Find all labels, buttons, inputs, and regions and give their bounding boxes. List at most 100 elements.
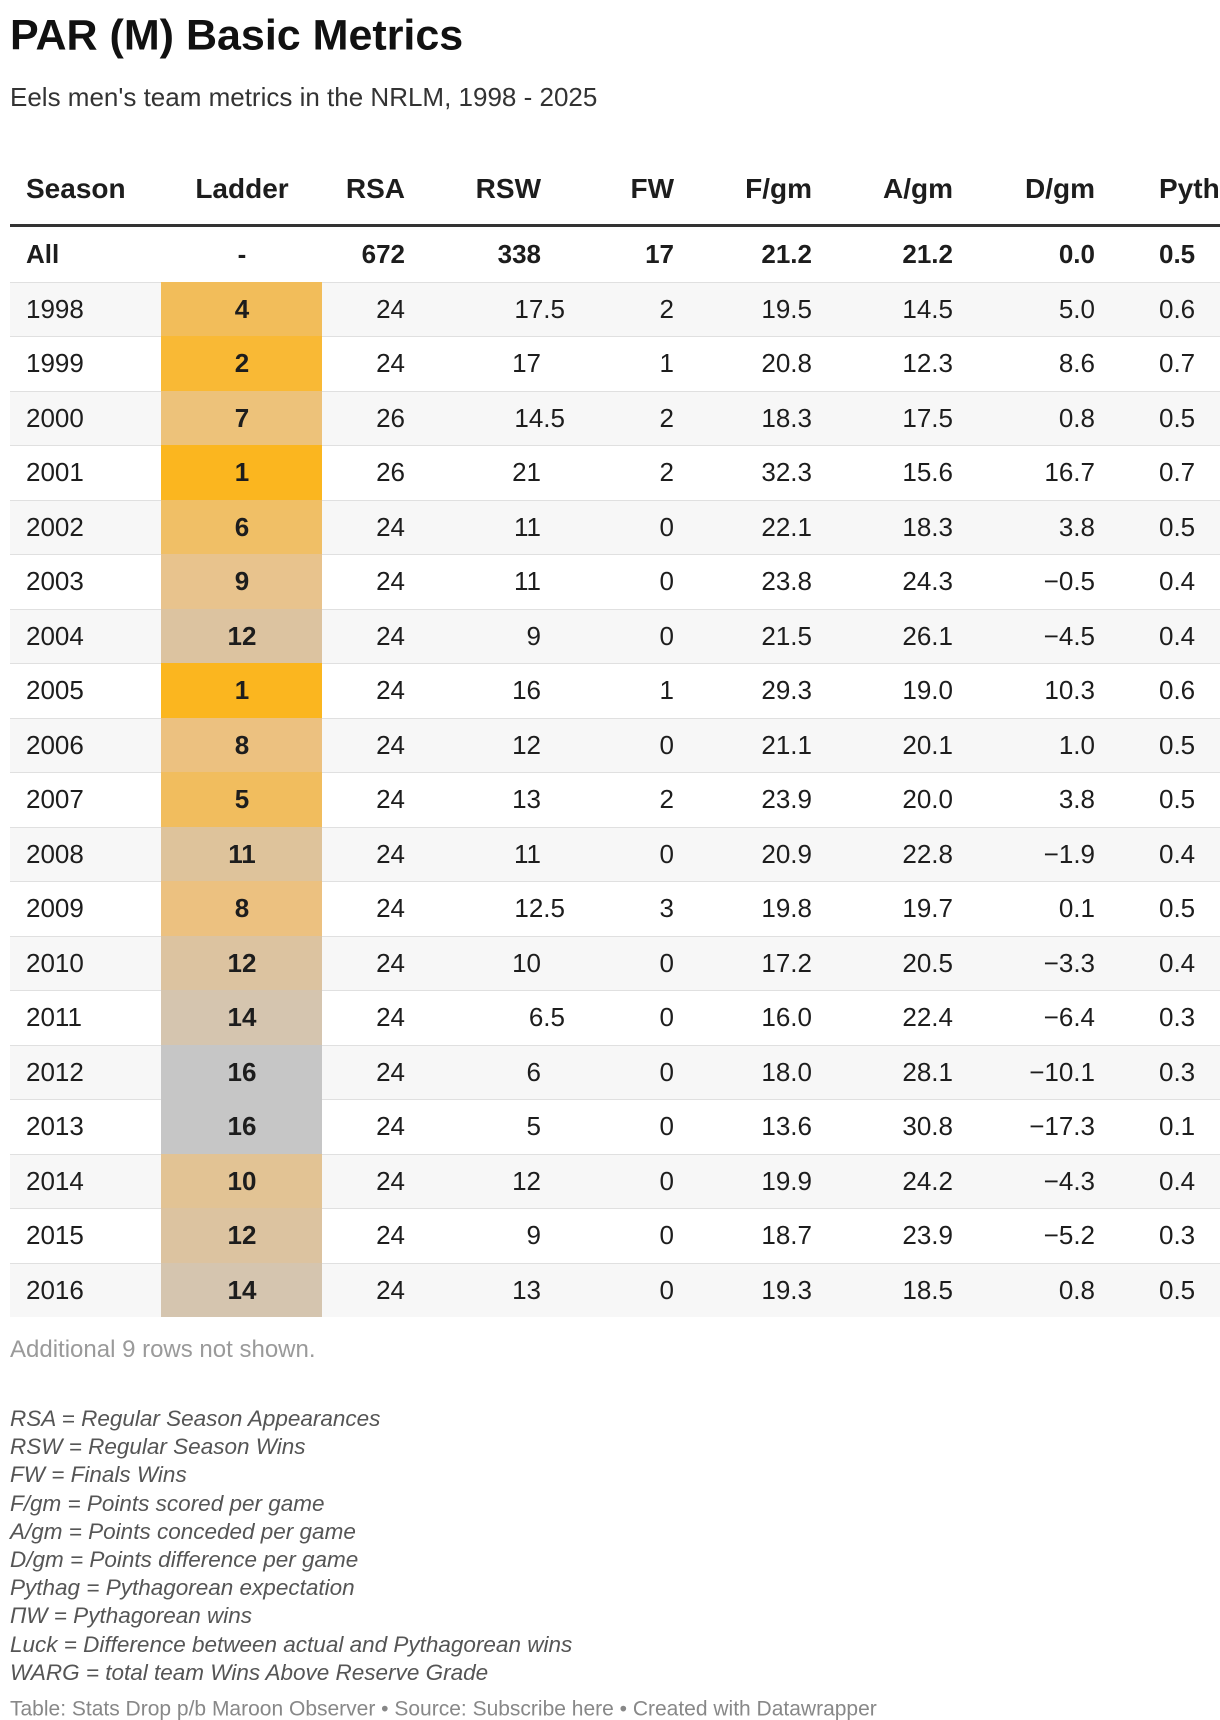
cell: 0.8 <box>1058 402 1095 433</box>
cell: −1.9 <box>1043 838 1095 869</box>
row-border <box>10 772 1220 773</box>
cell: 16 <box>227 1111 257 1142</box>
cell: 11 <box>514 566 541 597</box>
cell: 23.9 <box>902 1220 953 1251</box>
row-label: 2016 <box>26 1274 84 1305</box>
cell: 24 <box>376 784 405 815</box>
cell: 19.9 <box>761 1165 812 1196</box>
cell: 17.5 <box>514 293 565 324</box>
cell: 0.5 <box>1159 239 1196 270</box>
cell: 16.0 <box>761 1002 812 1033</box>
note: FW = Finals Wins <box>10 1462 187 1488</box>
cell: 1 <box>234 457 250 488</box>
cell: 18.3 <box>902 511 953 542</box>
cell: 0.5 <box>1159 729 1196 760</box>
cell: 0.4 <box>1159 1165 1196 1196</box>
cell: 24 <box>376 566 405 597</box>
cell: 24 <box>376 620 405 651</box>
cell: 0 <box>659 1274 674 1305</box>
ladder-cell <box>161 1044 322 1099</box>
cell: 6 <box>526 1056 541 1087</box>
cell: 12 <box>512 729 541 760</box>
cell: 20.9 <box>761 838 812 869</box>
row-border <box>10 1262 1220 1264</box>
row-label: 1999 <box>26 348 84 379</box>
cell: −6.4 <box>1043 1002 1095 1033</box>
cell: 21.2 <box>761 239 812 270</box>
cell: 0.8 <box>1058 1274 1095 1305</box>
cell: 24 <box>376 348 405 379</box>
cell: 6 <box>234 511 250 542</box>
row-border <box>10 1153 1220 1155</box>
cell: 12 <box>227 947 257 978</box>
cell: 29.3 <box>761 675 812 706</box>
row-border <box>10 445 1220 446</box>
ladder-cell <box>161 281 322 336</box>
cell: 672 <box>361 239 405 270</box>
cell: 24 <box>376 1220 405 1251</box>
column-header: Pyth <box>1159 173 1220 204</box>
cell: 6.5 <box>528 1002 565 1033</box>
cell: 10 <box>227 1165 257 1196</box>
cell: 23.9 <box>761 784 812 815</box>
cell: 0.7 <box>1159 457 1196 488</box>
row-border <box>10 826 1220 828</box>
ladder-cell <box>161 608 322 663</box>
cell: 14 <box>227 1274 257 1305</box>
cell: 10 <box>512 947 541 978</box>
cell: 18.7 <box>761 1220 812 1251</box>
cell: 24.3 <box>902 566 953 597</box>
cell: 0.0 <box>1058 239 1095 270</box>
cell: 0.6 <box>1159 293 1196 324</box>
cell: 26 <box>376 402 405 433</box>
cell: 20.0 <box>902 784 953 815</box>
cell: 1 <box>659 675 674 706</box>
cell: 0.1 <box>1159 1111 1196 1142</box>
cell: 19.5 <box>761 293 812 324</box>
cell: 24 <box>376 293 405 324</box>
row-label: 1998 <box>26 293 84 324</box>
cell: 9 <box>234 566 250 597</box>
note: Pythag = Pythagorean expectation <box>10 1574 355 1600</box>
subtitle: Eels men's team metrics in the NRLM, 199… <box>10 82 598 112</box>
cell: 23.8 <box>761 566 812 597</box>
cell: 21.2 <box>902 239 953 270</box>
row-label: 2013 <box>26 1111 84 1142</box>
cell: 26 <box>376 457 405 488</box>
ladder-cell <box>161 1208 322 1263</box>
note: Luck = Difference between actual and Pyt… <box>10 1631 573 1657</box>
cell: 0.5 <box>1159 893 1196 924</box>
cell: 5 <box>526 1111 541 1142</box>
cell: 11 <box>228 838 256 869</box>
cell: 30.8 <box>902 1111 953 1142</box>
cell: 12 <box>227 620 257 651</box>
cell: 24 <box>376 1056 405 1087</box>
cell: 18.3 <box>761 402 812 433</box>
cell: 0 <box>659 566 674 597</box>
cell: 0.7 <box>1159 348 1196 379</box>
cell: 0.4 <box>1159 566 1196 597</box>
row-border <box>10 390 1220 392</box>
source: Table: Stats Drop p/b Maroon Observer • … <box>10 1697 877 1720</box>
column-header: F/gm <box>745 173 812 204</box>
cell: 26.1 <box>902 620 953 651</box>
cell: 0 <box>659 838 674 869</box>
row-label: 2004 <box>26 620 84 651</box>
cell: 5 <box>234 784 250 815</box>
cell: 4 <box>234 293 250 324</box>
row-label: 2002 <box>26 511 84 542</box>
cell: 16.7 <box>1044 457 1095 488</box>
cell: 17 <box>645 239 674 270</box>
cell: 0.5 <box>1159 784 1196 815</box>
ladder-cell <box>161 881 322 936</box>
cell: 2 <box>659 784 674 815</box>
note: RSW = Regular Season Wins <box>10 1433 306 1459</box>
title: PAR (M) Basic Metrics <box>10 11 464 60</box>
cell: 0 <box>659 947 674 978</box>
ladder-cell <box>161 935 322 990</box>
cell: 22.1 <box>761 511 812 542</box>
cell: 12.3 <box>902 348 953 379</box>
cell: 15.6 <box>902 457 953 488</box>
cell: 24 <box>376 511 405 542</box>
